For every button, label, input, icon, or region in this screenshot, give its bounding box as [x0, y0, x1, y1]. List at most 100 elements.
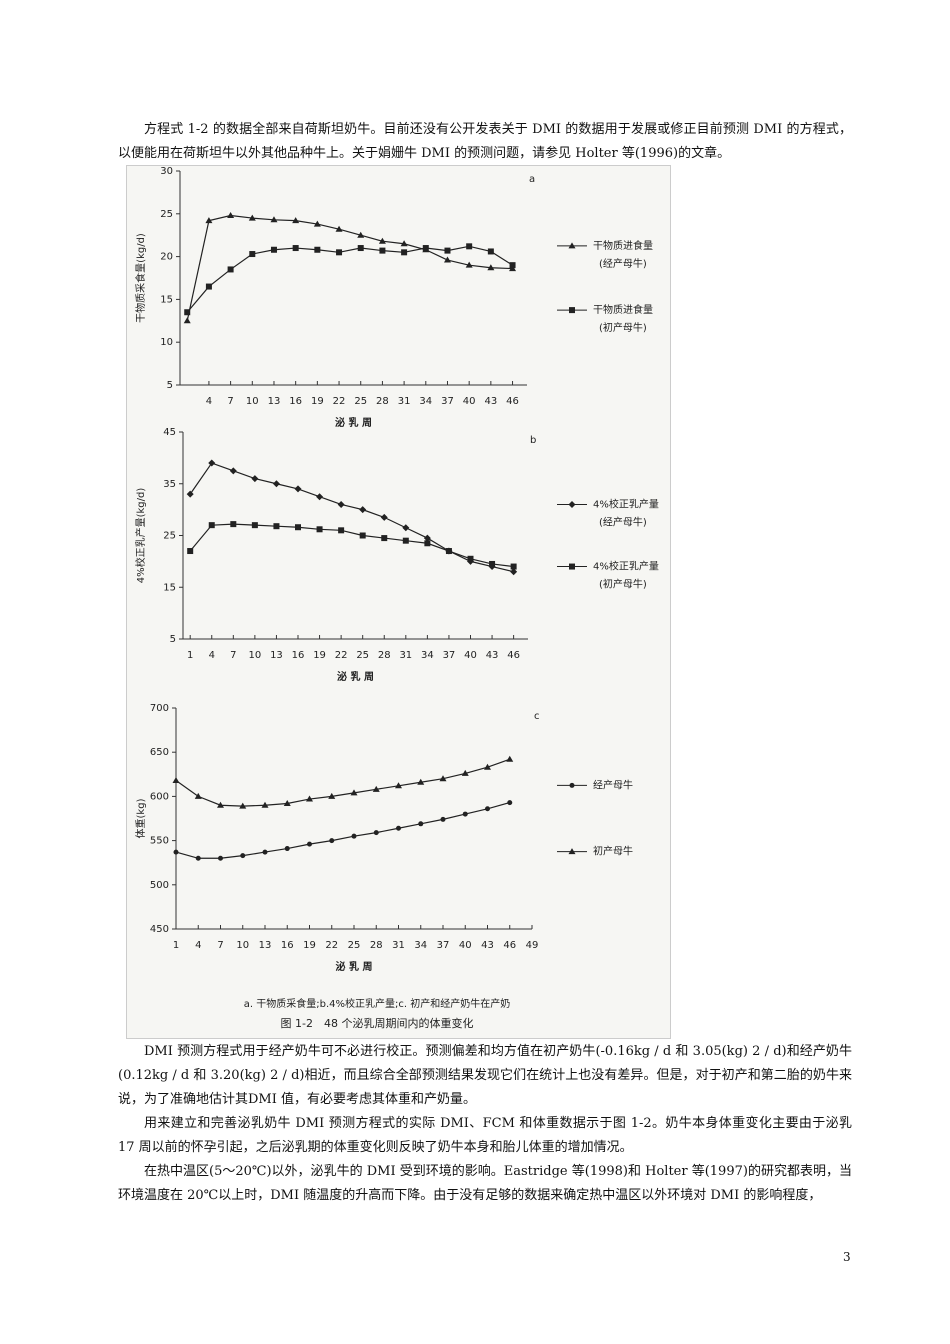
x-tick-label: 31: [399, 650, 412, 661]
marker: [217, 801, 224, 808]
paragraph: 用来建立和完善泌乳奶牛 DMI 预测方程式的实际 DMI、FCM 和体重数据示于…: [118, 1116, 852, 1155]
marker: [316, 493, 324, 501]
page-number: 3: [843, 1250, 851, 1264]
x-tick-label: 31: [398, 396, 411, 407]
marker: [184, 309, 191, 316]
x-tick-label: 43: [481, 940, 494, 951]
marker: [381, 535, 388, 542]
marker: [395, 782, 402, 789]
marker: [396, 825, 401, 831]
figure-caption: 图 1-2 48 个泌乳周期间内的体重变化: [281, 1016, 474, 1030]
x-tick-label: 13: [259, 940, 272, 951]
legend-marker: [568, 500, 576, 508]
x-tick-label: 28: [376, 396, 389, 407]
y-tick-label: 35: [163, 479, 176, 490]
y-tick-label: 5: [170, 634, 176, 645]
marker: [485, 806, 490, 812]
marker: [338, 527, 345, 534]
panel-letter: a: [529, 174, 535, 185]
legend-label: 干物质进食量: [593, 303, 653, 316]
legend-marker: [569, 782, 575, 788]
x-tick-label: 7: [227, 396, 233, 407]
x-tick-label: 10: [249, 650, 262, 661]
legend-label: 初产母牛: [593, 845, 633, 858]
y-axis-label: 体重(kg): [134, 798, 147, 838]
x-tick-label: 37: [437, 940, 450, 951]
legend-group: (初产母牛): [599, 321, 647, 334]
marker: [208, 459, 216, 467]
marker: [487, 264, 495, 271]
marker: [187, 548, 194, 555]
marker: [273, 523, 280, 530]
marker: [373, 830, 379, 836]
series-line: [189, 523, 514, 568]
x-tick-label: 46: [503, 940, 516, 951]
marker: [417, 778, 425, 785]
marker: [240, 853, 246, 859]
x-tick-label: 16: [289, 396, 302, 407]
x-tick-label: 40: [464, 650, 477, 661]
legend-label: 干物质进食量: [593, 239, 653, 252]
marker: [443, 256, 451, 263]
marker: [506, 755, 514, 762]
x-tick-label: 10: [236, 940, 249, 951]
paragraph: 在热中温区(5～20℃)以外，泌乳牛的 DMI 受到环境的影响。Eastridg…: [118, 1164, 852, 1203]
x-tick-label: 25: [348, 940, 361, 951]
x-tick-label: 43: [484, 396, 497, 407]
marker: [239, 802, 247, 809]
x-axis-label: 泌 乳 周: [335, 416, 372, 429]
series-line: [186, 245, 513, 313]
marker: [467, 555, 474, 562]
y-tick-label: 10: [160, 337, 173, 348]
marker: [380, 513, 388, 521]
x-tick-label: 7: [217, 940, 223, 951]
marker: [248, 214, 256, 221]
marker: [357, 231, 365, 238]
y-tick-label: 550: [150, 836, 169, 847]
x-axis-label: 泌 乳 周: [336, 960, 373, 973]
legend-group: (初产母牛): [599, 578, 647, 591]
marker: [402, 524, 410, 532]
x-tick-label: 22: [335, 650, 348, 661]
legend-marker: [569, 307, 575, 314]
marker: [378, 237, 386, 244]
figure-charts: a. 干物质采食量;b.4%校正乳产量;c. 初产和经产奶牛在产奶 图 1-2 …: [134, 166, 659, 1030]
marker: [359, 506, 367, 514]
marker: [183, 317, 191, 324]
x-axis-label: 泌 乳 周: [337, 670, 374, 683]
y-axis-label: 干物质采食量(kg/d): [134, 233, 147, 323]
series-line: [189, 462, 514, 573]
marker: [172, 776, 180, 783]
marker: [351, 833, 357, 839]
marker: [357, 245, 364, 252]
marker: [423, 534, 431, 542]
marker: [173, 849, 179, 855]
y-tick-label: 5: [167, 380, 173, 391]
marker: [336, 249, 343, 256]
x-tick-label: 4: [206, 396, 212, 407]
marker: [295, 524, 301, 531]
x-tick-label: 46: [507, 650, 520, 661]
x-tick-label: 34: [419, 396, 432, 407]
series-line: [175, 802, 510, 859]
x-tick-label: 31: [392, 940, 405, 951]
marker: [292, 245, 299, 252]
marker: [510, 568, 518, 576]
marker: [306, 795, 313, 802]
marker: [270, 216, 278, 223]
marker: [422, 245, 429, 252]
y-tick-label: 20: [160, 252, 173, 263]
marker: [314, 246, 321, 253]
marker: [440, 816, 446, 822]
marker: [227, 266, 234, 273]
marker: [251, 522, 258, 529]
legend-label: 4%校正乳产量: [593, 497, 659, 510]
marker: [272, 480, 280, 488]
marker: [402, 537, 409, 544]
marker: [229, 467, 237, 475]
marker: [510, 563, 517, 570]
marker: [379, 247, 386, 254]
marker: [465, 261, 473, 268]
marker: [328, 792, 336, 799]
x-tick-label: 40: [463, 396, 476, 407]
